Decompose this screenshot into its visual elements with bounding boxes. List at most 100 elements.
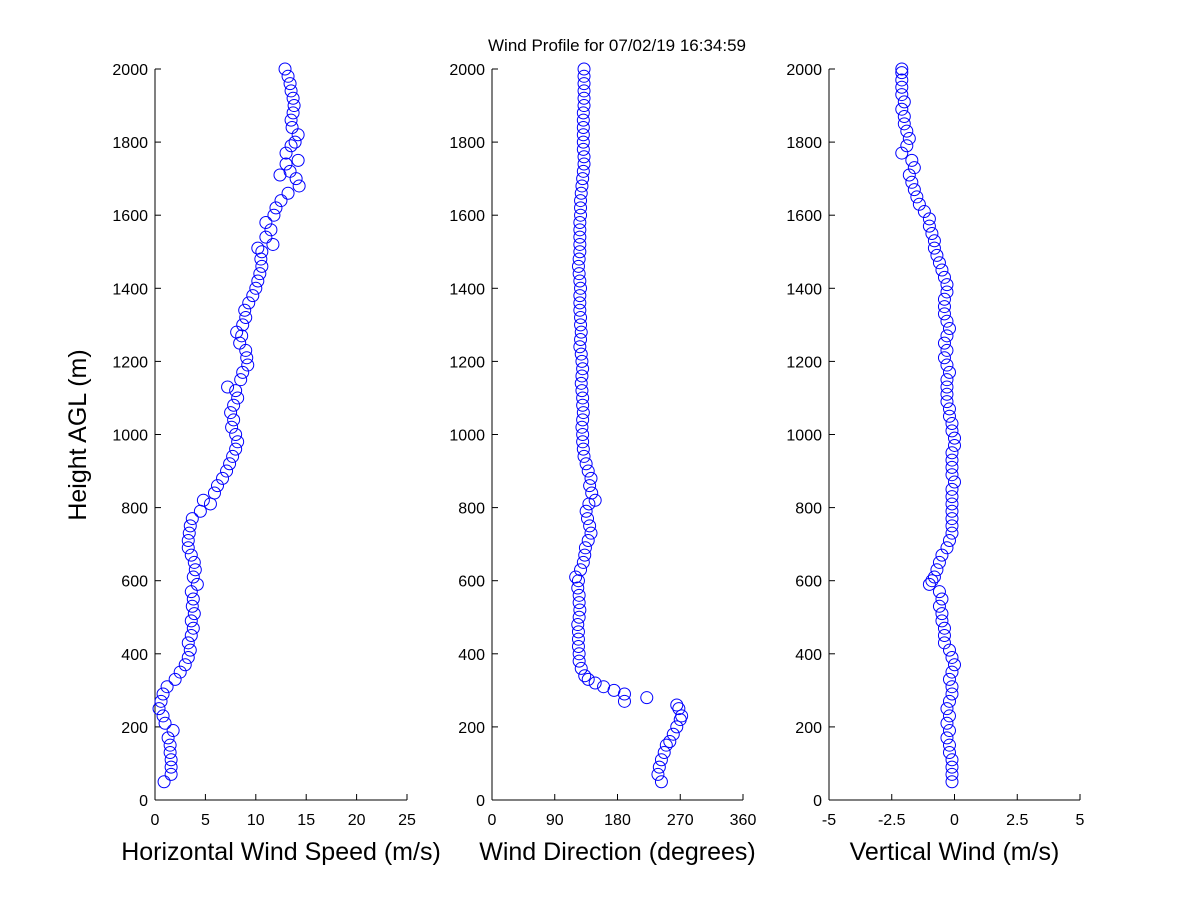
data-point <box>588 676 602 690</box>
data-point <box>576 413 590 427</box>
data-point <box>937 292 951 306</box>
data-point <box>259 230 273 244</box>
y-tick-label: 1400 <box>786 281 822 298</box>
data-point <box>657 745 671 759</box>
data-point <box>266 237 280 251</box>
data-point <box>576 391 590 405</box>
data-point <box>236 318 250 332</box>
data-point <box>292 179 306 193</box>
data-point <box>240 351 254 365</box>
data-point <box>895 102 909 116</box>
data-point <box>940 395 954 409</box>
data-point <box>940 373 954 387</box>
data-point <box>897 117 911 131</box>
data-point <box>940 387 954 401</box>
data-point <box>572 610 586 624</box>
data-point <box>291 153 305 167</box>
data-point <box>196 493 210 507</box>
data-point <box>937 621 951 635</box>
data-point <box>940 314 954 328</box>
data-point <box>659 738 673 752</box>
data-point <box>583 479 597 493</box>
data-point <box>945 417 959 431</box>
data-point <box>666 727 680 741</box>
y-tick-label: 0 <box>139 793 148 810</box>
panel-vertical-wind: 0 200 400 600 800 1000 1200 1400 1600 1800 2000 -5 -… <box>786 62 1084 866</box>
data-point <box>895 66 909 80</box>
data-point <box>579 504 593 518</box>
data-point <box>187 607 201 621</box>
data-point <box>940 343 954 357</box>
data-point <box>574 281 588 295</box>
data-point <box>281 69 295 83</box>
data-point <box>152 702 166 716</box>
data-point <box>652 760 666 774</box>
data-point <box>210 479 224 493</box>
data-point <box>574 332 588 346</box>
data-point <box>273 168 287 182</box>
y-tick-label: 1800 <box>112 135 148 152</box>
data-point <box>573 303 587 317</box>
data-point <box>574 208 588 222</box>
data-point <box>572 596 586 610</box>
data-point <box>229 428 243 441</box>
data-point <box>231 435 245 449</box>
data-point <box>578 669 592 683</box>
data-point <box>574 318 588 332</box>
data-point <box>654 775 668 789</box>
y-tick-label: 2000 <box>786 62 822 79</box>
y-tick-label: 1000 <box>786 428 822 445</box>
data-point <box>576 106 590 120</box>
data-point <box>575 179 589 193</box>
data-point <box>945 687 959 701</box>
data-point <box>267 208 281 222</box>
data-point <box>927 234 941 248</box>
data-point <box>577 449 591 463</box>
data-point <box>948 431 961 445</box>
data-point <box>236 365 250 379</box>
data-point <box>895 73 909 87</box>
data-point <box>945 460 959 474</box>
data-point <box>184 548 198 562</box>
data-point <box>182 526 196 540</box>
y-tick-label: 1600 <box>112 208 148 225</box>
data-point <box>937 336 951 350</box>
data-point <box>184 614 198 628</box>
data-point <box>571 625 585 639</box>
data-point <box>164 767 178 781</box>
x-tick-label: 5 <box>201 812 210 829</box>
data-point <box>930 563 944 577</box>
data-point <box>945 490 959 504</box>
data-point <box>907 183 921 197</box>
y-tick-label: 1800 <box>786 135 822 152</box>
data-point <box>895 88 909 102</box>
data-point <box>246 289 260 303</box>
data-point <box>578 541 592 555</box>
data-point <box>897 95 911 109</box>
data-point <box>239 311 253 325</box>
data-point <box>940 731 954 745</box>
y-tick-label: 1000 <box>112 428 148 445</box>
data-point <box>927 241 941 255</box>
panel-horizontal-wind-speed: 0 200 400 600 800 1000 1200 1400 1600 1800 2000 0 5 1… <box>112 62 440 866</box>
data-point <box>185 599 199 613</box>
data-point <box>181 541 195 555</box>
data-point <box>187 555 201 569</box>
data-point <box>588 493 602 507</box>
data-point <box>259 216 273 230</box>
data-point <box>937 351 951 365</box>
data-point <box>935 548 949 562</box>
data-point <box>895 62 909 76</box>
data-point <box>654 753 668 767</box>
data-point <box>945 650 959 664</box>
data-point <box>940 278 954 292</box>
data-point <box>216 471 230 485</box>
data-point <box>571 259 585 273</box>
data-point <box>184 629 198 643</box>
data-point <box>274 194 288 208</box>
data-point <box>572 654 586 668</box>
data-point <box>922 219 936 233</box>
data-point <box>572 647 586 661</box>
data-point <box>573 216 587 230</box>
